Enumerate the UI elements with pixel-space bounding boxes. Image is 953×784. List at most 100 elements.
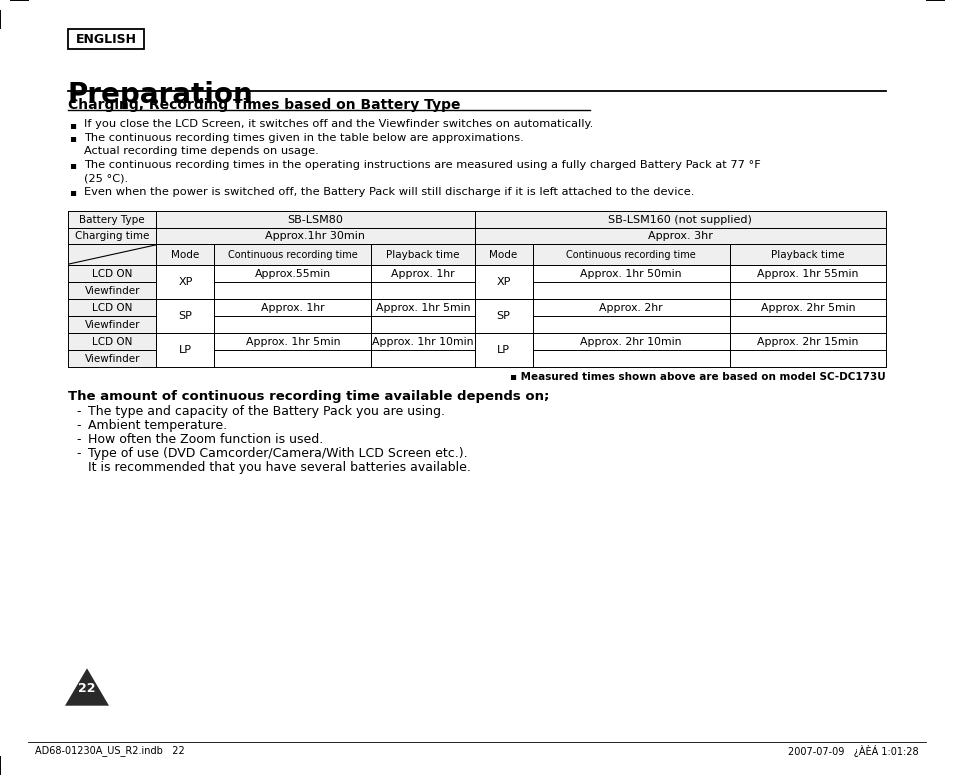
Bar xyxy=(474,244,532,265)
Text: SB-LSM80: SB-LSM80 xyxy=(287,215,343,224)
Text: Viewfinder: Viewfinder xyxy=(84,354,140,364)
Bar xyxy=(156,299,214,333)
Text: Mode: Mode xyxy=(172,249,199,260)
Bar xyxy=(371,244,474,265)
Text: -: - xyxy=(76,433,80,446)
Bar xyxy=(68,211,156,228)
Text: Ambient temperature.: Ambient temperature. xyxy=(88,419,227,432)
Bar xyxy=(474,299,532,333)
Text: Playback time: Playback time xyxy=(770,249,843,260)
Text: Approx. 1hr 50min: Approx. 1hr 50min xyxy=(579,268,681,278)
Bar xyxy=(214,333,371,367)
Text: The continuous recording times in the operating instructions are measured using : The continuous recording times in the op… xyxy=(84,159,760,169)
Bar xyxy=(68,228,156,244)
Text: Approx. 2hr 10min: Approx. 2hr 10min xyxy=(579,336,681,347)
Text: 22: 22 xyxy=(78,683,95,695)
Text: LCD ON: LCD ON xyxy=(91,336,132,347)
Text: Mode: Mode xyxy=(489,249,517,260)
Bar xyxy=(68,299,156,316)
Text: The type and capacity of the Battery Pack you are using.: The type and capacity of the Battery Pac… xyxy=(88,405,444,418)
Text: 2007-07-09   ¿ÀÈÁ 1:01:28: 2007-07-09 ¿ÀÈÁ 1:01:28 xyxy=(787,745,918,757)
Bar xyxy=(156,211,474,228)
Bar xyxy=(68,282,156,299)
Text: The continuous recording times given in the table below are approximations.: The continuous recording times given in … xyxy=(84,132,523,143)
Bar xyxy=(214,244,371,265)
Bar xyxy=(729,333,885,367)
Text: How often the Zoom function is used.: How often the Zoom function is used. xyxy=(88,433,323,446)
FancyBboxPatch shape xyxy=(68,29,144,49)
Text: SP: SP xyxy=(178,311,193,321)
Text: Approx. 1hr: Approx. 1hr xyxy=(261,303,324,313)
Bar xyxy=(474,333,532,367)
Text: Playback time: Playback time xyxy=(386,249,459,260)
Bar xyxy=(729,244,885,265)
Text: Approx.1hr 30min: Approx.1hr 30min xyxy=(265,231,365,241)
Text: It is recommended that you have several batteries available.: It is recommended that you have several … xyxy=(88,461,471,474)
Text: XP: XP xyxy=(178,277,193,287)
Bar xyxy=(156,228,474,244)
Text: Approx. 1hr 10min: Approx. 1hr 10min xyxy=(372,336,474,347)
Bar xyxy=(68,350,156,367)
Text: Approx. 2hr 5min: Approx. 2hr 5min xyxy=(760,303,854,313)
Text: Continuous recording time: Continuous recording time xyxy=(228,249,357,260)
Bar xyxy=(371,333,474,367)
Text: AD68-01230A_US_R2.indb   22: AD68-01230A_US_R2.indb 22 xyxy=(35,746,185,757)
Bar xyxy=(156,333,214,367)
Text: (25 °C).: (25 °C). xyxy=(84,173,128,183)
Text: -: - xyxy=(76,447,80,460)
Text: Even when the power is switched off, the Battery Pack will still discharge if it: Even when the power is switched off, the… xyxy=(84,187,694,197)
Text: Preparation: Preparation xyxy=(68,81,253,109)
Bar xyxy=(214,299,371,333)
Text: Viewfinder: Viewfinder xyxy=(84,285,140,296)
Text: Approx. 3hr: Approx. 3hr xyxy=(647,231,712,241)
Bar xyxy=(156,265,214,299)
Text: ▪: ▪ xyxy=(69,187,76,198)
Text: The amount of continuous recording time available depends on;: The amount of continuous recording time … xyxy=(68,390,549,403)
Bar xyxy=(214,265,371,299)
Text: ▪: ▪ xyxy=(69,133,76,143)
Bar xyxy=(156,244,214,265)
Bar xyxy=(371,265,474,299)
Text: SP: SP xyxy=(497,311,510,321)
Text: Approx. 2hr 15min: Approx. 2hr 15min xyxy=(757,336,858,347)
Bar xyxy=(68,333,156,350)
Text: Charging time: Charging time xyxy=(75,231,150,241)
Bar xyxy=(68,244,156,265)
Bar xyxy=(532,265,729,299)
Text: ENGLISH: ENGLISH xyxy=(75,32,136,45)
Text: -: - xyxy=(76,419,80,432)
Text: Viewfinder: Viewfinder xyxy=(84,320,140,329)
Text: LP: LP xyxy=(179,345,192,355)
Text: Battery Type: Battery Type xyxy=(79,215,145,224)
Text: ▪ Measured times shown above are based on model SC-DC173U: ▪ Measured times shown above are based o… xyxy=(510,372,885,382)
Bar xyxy=(474,228,885,244)
Bar xyxy=(474,265,532,299)
Text: Continuous recording time: Continuous recording time xyxy=(566,249,696,260)
Text: Approx.55min: Approx.55min xyxy=(254,268,331,278)
Text: Type of use (DVD Camcorder/Camera/With LCD Screen etc.).: Type of use (DVD Camcorder/Camera/With L… xyxy=(88,447,467,460)
Text: LCD ON: LCD ON xyxy=(91,303,132,313)
Text: ▪: ▪ xyxy=(69,120,76,130)
Bar xyxy=(371,299,474,333)
Text: If you close the LCD Screen, it switches off and the Viewfinder switches on auto: If you close the LCD Screen, it switches… xyxy=(84,119,593,129)
Text: Charging, Recording Times based on Battery Type: Charging, Recording Times based on Batte… xyxy=(68,98,460,112)
Text: ▪: ▪ xyxy=(69,161,76,170)
Bar xyxy=(729,299,885,333)
Text: Approx. 1hr 55min: Approx. 1hr 55min xyxy=(757,268,858,278)
Polygon shape xyxy=(65,668,109,706)
Text: LCD ON: LCD ON xyxy=(91,268,132,278)
Text: Approx. 2hr: Approx. 2hr xyxy=(598,303,662,313)
Bar xyxy=(68,316,156,333)
Bar xyxy=(729,265,885,299)
Text: LP: LP xyxy=(497,345,510,355)
Text: -: - xyxy=(76,405,80,418)
Text: Approx. 1hr 5min: Approx. 1hr 5min xyxy=(246,336,340,347)
Text: Actual recording time depends on usage.: Actual recording time depends on usage. xyxy=(84,146,318,156)
Bar xyxy=(68,265,156,282)
Bar xyxy=(532,244,729,265)
Bar xyxy=(532,333,729,367)
Text: Approx. 1hr: Approx. 1hr xyxy=(391,268,455,278)
Text: SB-LSM160 (not supplied): SB-LSM160 (not supplied) xyxy=(608,215,751,224)
Text: XP: XP xyxy=(496,277,510,287)
Text: Approx. 1hr 5min: Approx. 1hr 5min xyxy=(375,303,470,313)
